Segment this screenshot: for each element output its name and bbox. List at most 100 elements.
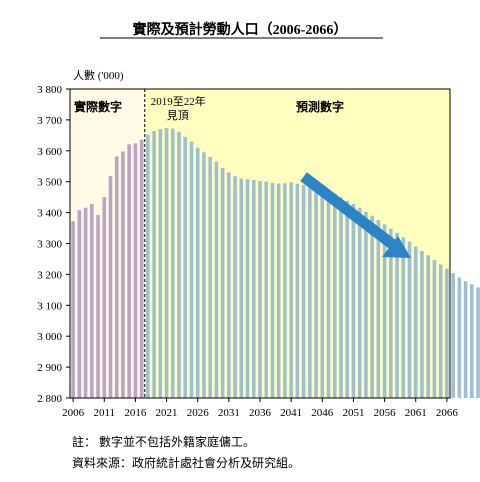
bar-2051 [351,203,356,398]
bar-2048 [332,194,337,398]
bar-2010 [96,215,100,398]
actual-region-label: 實際數字 [74,99,122,114]
bar-2029 [214,161,219,398]
bar-undefined [451,273,455,398]
peak-annotation-line2: 見頂 [167,109,189,122]
bar-2006 [71,221,75,398]
bar-2016 [133,143,138,398]
y-axis-label: 人數 ('000) [73,69,124,82]
bar-2007 [77,210,82,398]
bar-2022 [170,128,175,399]
bar-2038 [270,182,275,398]
actual-background [70,89,145,398]
x-tick-label: 2066 [436,407,459,419]
bar-2034 [245,179,250,398]
bar-2014 [121,151,125,398]
bar-2035 [251,179,256,398]
trend-arrow-shaft [300,172,400,252]
bar-2050 [345,200,350,398]
bar-2008 [83,207,88,398]
bar-2025 [189,141,194,398]
y-tick-label: 3 500 [37,177,62,189]
y-tick-label: 3 800 [37,84,62,96]
bar-2059 [401,237,406,398]
projected-region-label: 預測數字 [296,99,344,114]
bar-2046 [320,189,325,398]
bar-2066 [445,268,449,398]
bar-2052 [357,207,362,398]
bar-2062 [420,250,424,398]
bar-2037 [264,181,269,398]
bar-2056 [382,224,387,398]
x-tick-label: 2026 [187,407,210,419]
bar-2042 [295,183,300,398]
trend-arrow [300,172,411,258]
bar-undefined [476,287,480,398]
bar-2020 [158,129,163,399]
chart-title: 實際及預計勞動人口（2006-2066） [133,21,348,38]
bar-2013 [114,156,119,398]
bar-undefined [463,281,468,398]
x-ticks: 2006 2011 2016 2021 2026 2031 2036 2041 2046 2051… [62,398,458,419]
bar-2058 [395,232,399,398]
bar-2054 [370,215,374,398]
bar-2055 [376,220,381,398]
source-text: 資料來源：政府統計處社會分析及研究組。 [72,455,300,470]
bar-2044 [308,186,312,398]
bar-2017 [139,139,144,398]
x-tick-label: 2061 [405,407,427,419]
bar-2028 [208,156,212,398]
bar-2057 [389,228,393,398]
bar-2053 [364,211,368,398]
note-text: 註： 數字並不包括外籍家庭傭工。 [72,434,255,449]
x-tick-label: 2036 [249,407,272,419]
peak-annotation-line1: 2019至22年 [151,94,206,108]
bar-2015 [127,144,131,398]
x-tick-label: 2011 [93,407,115,419]
bar-undefined [470,284,474,398]
bar-undefined [457,277,462,398]
bar-2023 [177,131,181,398]
bar-2031 [227,172,231,398]
x-tick-label: 2016 [124,407,147,419]
x-tick-label: 2046 [311,407,334,419]
bar-2065 [438,264,443,398]
trend-arrow-head [382,236,411,258]
bar-2009 [90,203,94,398]
bar-2018 [146,134,150,399]
x-tick-label: 2056 [374,407,397,419]
bars [71,127,480,399]
bar-2036 [258,181,262,398]
bar-2064 [432,260,437,398]
y-tick-label: 3 600 [37,146,62,158]
y-tick-label: 3 000 [37,331,62,343]
bar-2041 [289,182,293,398]
bar-2061 [413,246,418,398]
y-tick-label: 2 900 [37,362,62,374]
y-tick-label: 3 200 [37,269,62,281]
bar-2011 [102,197,107,398]
y-ticks: 2 800 2 900 3 000 3 100 3 200 3 300 3 400 3 500… [37,84,70,405]
x-tick-label: 2051 [342,407,364,419]
y-tick-label: 3 300 [37,239,62,251]
x-tick-label: 2041 [280,407,302,419]
bar-2027 [202,152,206,398]
x-tick-label: 2006 [62,407,85,419]
bar-2019 [152,131,156,398]
bar-2024 [183,136,188,398]
x-tick-label: 2021 [156,407,178,419]
bar-2045 [314,187,318,398]
y-tick-label: 3 100 [37,300,62,312]
bar-2049 [339,197,343,398]
bar-2012 [108,176,113,398]
bar-2063 [426,255,430,398]
bar-2021 [164,127,169,399]
y-tick-label: 3 400 [37,208,62,220]
bar-2039 [276,183,281,398]
bar-2032 [233,176,237,398]
x-tick-label: 2031 [218,407,240,419]
y-tick-label: 2 800 [37,393,62,405]
y-tick-label: 3 700 [37,115,62,127]
bar-2026 [195,147,200,398]
